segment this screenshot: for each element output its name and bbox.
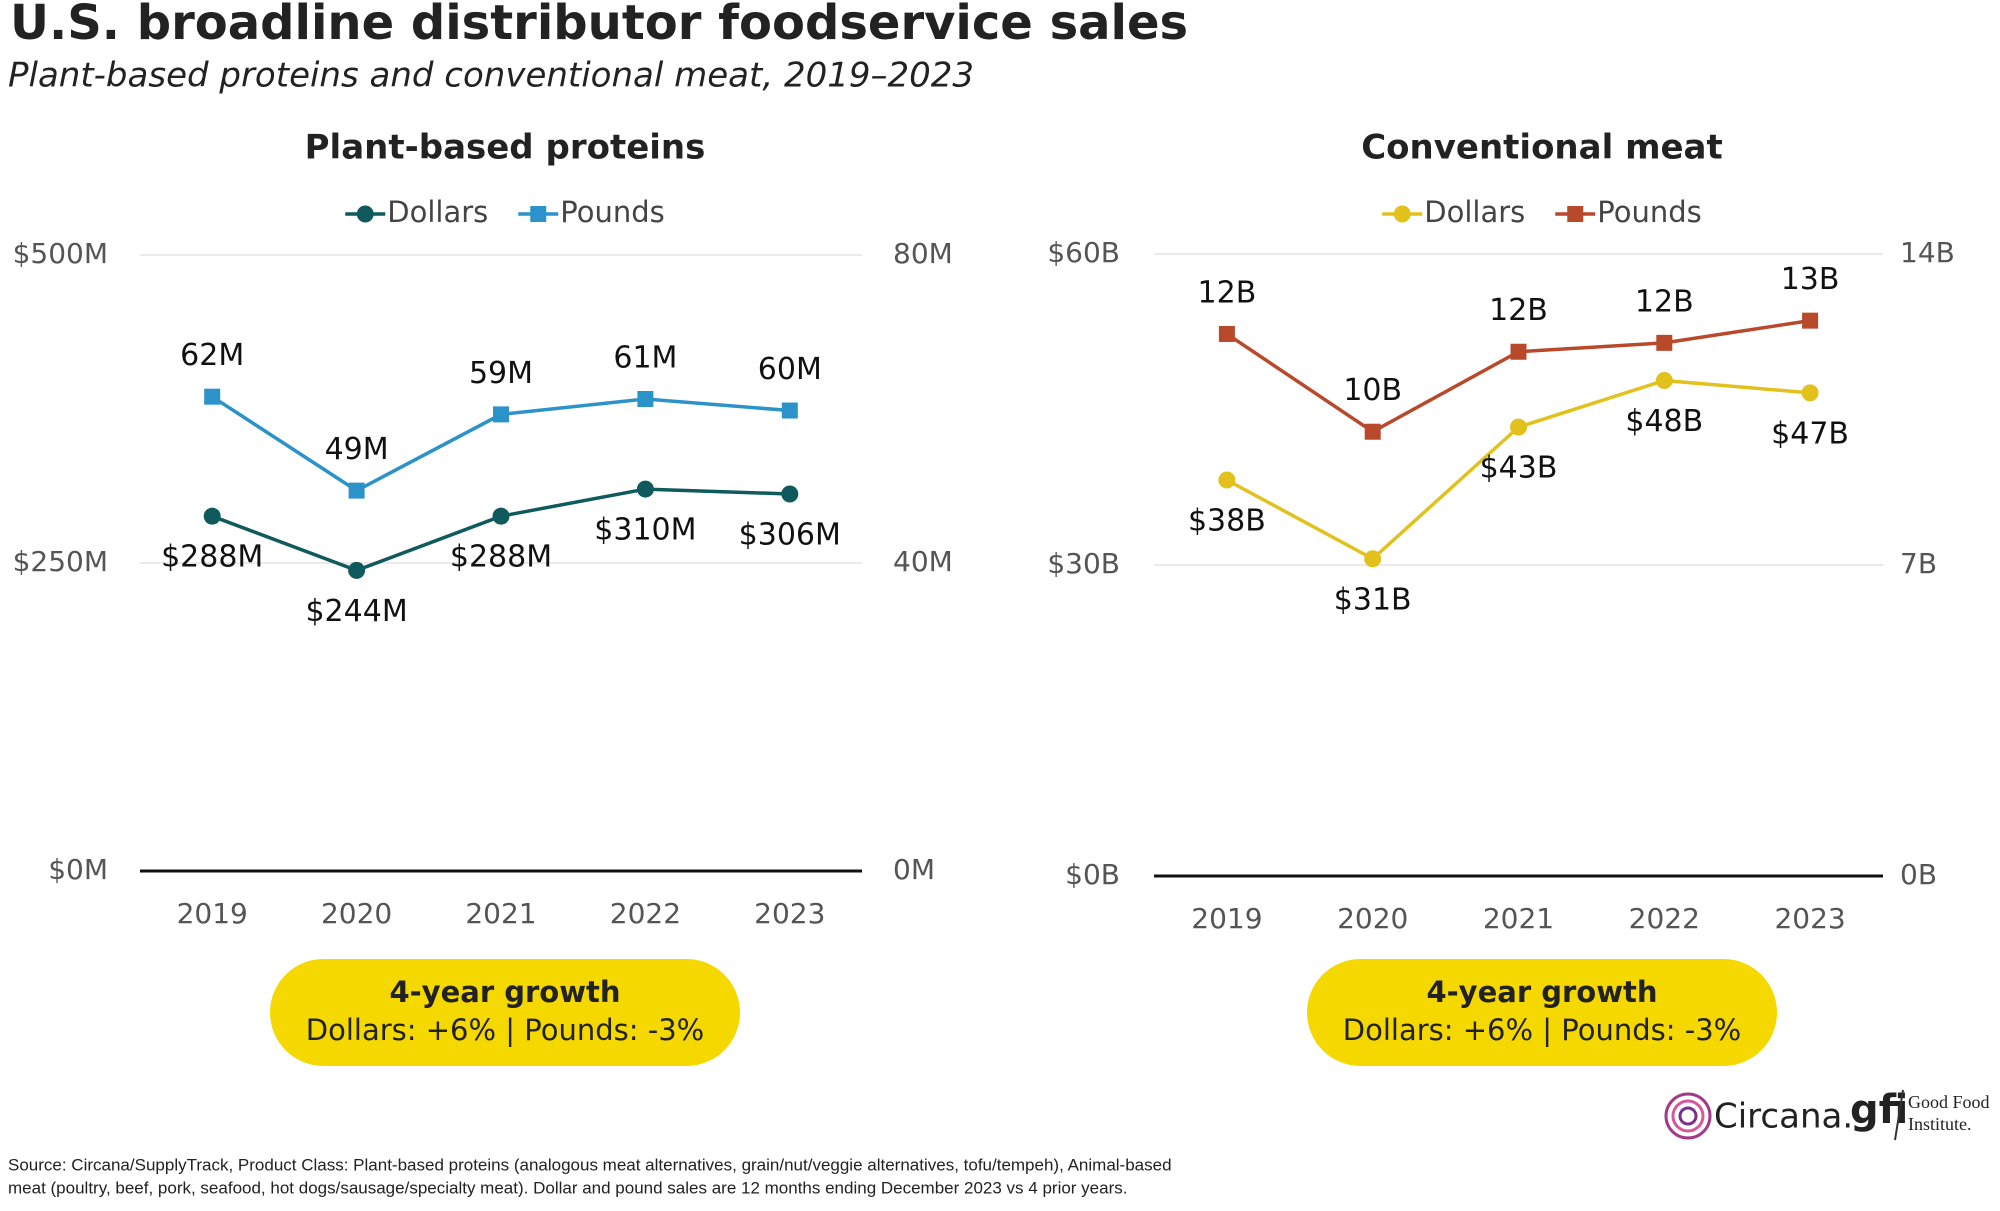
annotation-box <box>270 959 740 1066</box>
data-label: $288M <box>450 540 552 575</box>
y-tick-label: $500M <box>13 237 108 270</box>
x-tick-label: 2022 <box>610 897 681 930</box>
y-tick-label: $0B <box>1065 858 1120 891</box>
x-tick-label: 2023 <box>754 897 825 930</box>
legend-label: Pounds <box>560 195 664 229</box>
x-tick-label: 2023 <box>1774 902 1845 935</box>
data-label: $310M <box>594 513 696 548</box>
annotation-title: 4-year growth <box>389 975 620 1009</box>
point <box>1656 334 1673 351</box>
point <box>781 485 799 503</box>
legend-marker <box>1567 206 1584 222</box>
point <box>1218 325 1235 342</box>
x-tick-label: 2020 <box>321 897 392 930</box>
data-label: 60M <box>758 352 822 387</box>
y-tick-label: $250M <box>13 545 108 578</box>
source-note: meat (poultry, beef, pork, seafood, hot … <box>8 1178 1127 1197</box>
point <box>493 406 509 423</box>
point <box>1510 418 1527 436</box>
annotation-text: Dollars: +6% | Pounds: -3% <box>306 1013 704 1047</box>
point <box>1510 343 1527 360</box>
data-label: $306M <box>739 518 841 553</box>
point <box>348 482 365 499</box>
data-label: 12B <box>1489 293 1548 328</box>
point <box>1218 471 1236 489</box>
circana-logo: Circana. <box>1664 1092 1853 1140</box>
point <box>204 388 221 405</box>
legend-marker <box>1393 205 1411 223</box>
legend-item: Pounds <box>1555 195 1702 229</box>
x-tick-label: 2019 <box>1191 902 1262 935</box>
data-label: $244M <box>305 594 407 629</box>
point <box>1801 384 1819 402</box>
legend-marker <box>530 206 547 222</box>
point <box>781 402 798 419</box>
point <box>203 507 221 525</box>
logo-text: Good Food <box>1908 1092 1990 1112</box>
data-label: $47B <box>1771 416 1849 451</box>
y2-tick-label: 0B <box>1900 858 1937 891</box>
point <box>1364 423 1381 440</box>
x-tick-label: 2021 <box>1483 902 1554 935</box>
legend-item: Pounds <box>518 195 665 229</box>
chart-title: Conventional meat <box>1361 128 1723 168</box>
point <box>348 561 366 579</box>
logo-text: Circana. <box>1714 1097 1853 1137</box>
x-tick-label: 2019 <box>177 897 248 930</box>
point <box>1802 312 1819 329</box>
point <box>1655 371 1673 389</box>
point <box>636 480 654 498</box>
point <box>1364 550 1382 568</box>
legend-marker <box>356 205 374 223</box>
y2-tick-label: 40M <box>893 545 953 578</box>
x-tick-label: 2020 <box>1337 902 1408 935</box>
point <box>492 507 510 525</box>
logo-text: Institute. <box>1908 1114 1972 1134</box>
annotation-box <box>1307 959 1777 1066</box>
data-label: $31B <box>1334 582 1412 617</box>
legend-item: Dollars <box>1382 195 1525 229</box>
data-label: $38B <box>1188 503 1266 538</box>
chart-title: Plant-based proteins <box>305 128 706 168</box>
y2-tick-label: 80M <box>893 237 953 270</box>
logo-text: gfi <box>1850 1087 1908 1133</box>
data-label: 12B <box>1198 275 1257 310</box>
data-label: 12B <box>1635 284 1694 319</box>
source-note: Source: Circana/SupplyTrack, Product Cla… <box>8 1155 1172 1174</box>
logo-divider <box>1894 1089 1904 1141</box>
data-label: 62M <box>180 338 244 373</box>
annotation-title: 4-year growth <box>1426 975 1657 1009</box>
y-tick-label: $0M <box>48 853 108 886</box>
y-tick-label: $30B <box>1047 547 1120 580</box>
y2-tick-label: 7B <box>1900 547 1937 580</box>
legend-item: Dollars <box>345 195 488 229</box>
data-label: 49M <box>325 432 389 467</box>
data-label: 59M <box>469 356 533 391</box>
data-label: $288M <box>161 540 263 575</box>
y-tick-label: $60B <box>1047 236 1120 269</box>
point <box>637 390 654 407</box>
data-label: $43B <box>1480 451 1558 486</box>
data-label: 61M <box>613 340 677 375</box>
series-line <box>1225 318 1811 434</box>
legend-label: Pounds <box>1597 195 1701 229</box>
page-title: U.S. broadline distributor foodservice s… <box>10 0 1188 51</box>
y2-tick-label: 0M <box>893 853 935 886</box>
data-label: 13B <box>1781 262 1840 297</box>
y2-tick-label: 14B <box>1900 236 1955 269</box>
legend-label: Dollars <box>1424 195 1525 229</box>
annotation-text: Dollars: +6% | Pounds: -3% <box>1343 1013 1741 1047</box>
legend-label: Dollars <box>387 195 488 229</box>
line-chart: Plant-based proteins $0M $250M $500M 0M 40M 80… <box>13 128 953 1066</box>
data-label: 10B <box>1343 373 1402 408</box>
data-label: $48B <box>1625 404 1703 439</box>
page-subtitle: Plant-based proteins and conventional me… <box>8 56 974 96</box>
line-chart: Conventional meat $0B $30B $60B 0B 7B 14B 2019 2… <box>1047 128 1955 1066</box>
x-tick-label: 2021 <box>465 897 536 930</box>
x-tick-label: 2022 <box>1629 902 1700 935</box>
